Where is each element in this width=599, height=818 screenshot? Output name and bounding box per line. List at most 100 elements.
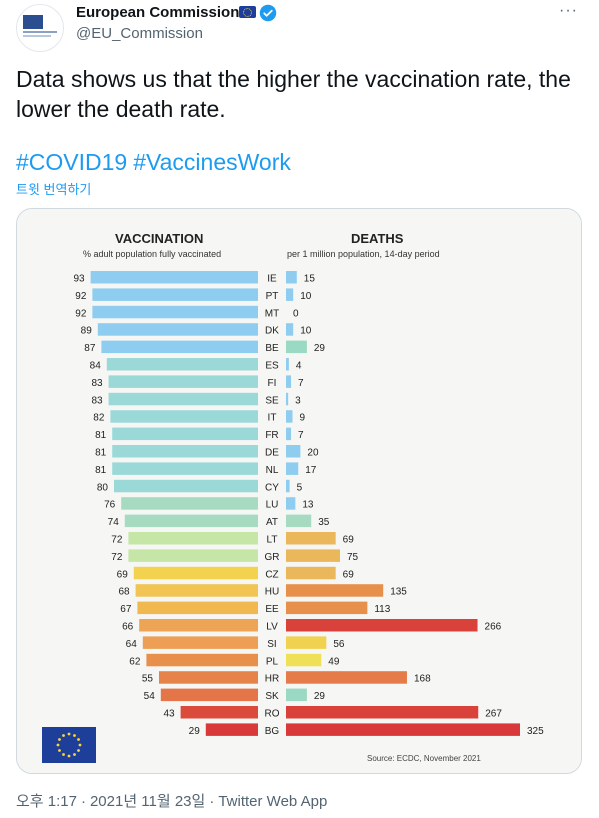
user-handle[interactable]: @EU_Commission bbox=[76, 25, 203, 42]
country-code-label: BE bbox=[265, 343, 279, 354]
country-code-label: HR bbox=[265, 674, 279, 685]
vaccination-value-label: 81 bbox=[95, 448, 107, 459]
country-code-label: LU bbox=[266, 500, 279, 511]
deaths-bar bbox=[286, 288, 294, 301]
deaths-value-label: 266 bbox=[485, 622, 502, 633]
translate-tweet-link[interactable]: 트윗 번역하기 bbox=[16, 182, 92, 197]
more-options-icon[interactable]: ··· bbox=[559, 2, 578, 19]
deaths-bar bbox=[286, 427, 292, 441]
deaths-value-label: 17 bbox=[305, 465, 317, 476]
country-code-label: FR bbox=[265, 430, 278, 441]
eu-flag-logo bbox=[42, 727, 96, 763]
vaccination-bar bbox=[137, 601, 258, 615]
vaccination-value-label: 80 bbox=[97, 482, 109, 493]
eu-flag-star bbox=[77, 749, 80, 752]
deaths-bar bbox=[286, 392, 289, 406]
hashtag-row: #COVID19 #VaccinesWork bbox=[16, 147, 297, 177]
hashtag-covid19[interactable]: #COVID19 bbox=[16, 149, 128, 175]
separator-2: · bbox=[209, 793, 215, 810]
vaccination-value-label: 43 bbox=[163, 709, 175, 720]
vaccination-value-label: 92 bbox=[75, 291, 87, 302]
vaccination-bar bbox=[92, 288, 259, 301]
vaccination-value-label: 92 bbox=[75, 308, 87, 319]
eu-flag-star bbox=[62, 734, 65, 737]
vaccination-bar bbox=[101, 340, 259, 354]
deaths-bar bbox=[286, 271, 297, 284]
country-code-label: RO bbox=[265, 709, 280, 720]
vaccination-bar bbox=[108, 375, 258, 388]
vaccination-value-label: 68 bbox=[118, 587, 130, 598]
deaths-value-label: 56 bbox=[333, 639, 345, 650]
vaccination-value-label: 72 bbox=[111, 552, 123, 563]
country-code-label: BG bbox=[265, 726, 280, 737]
eu-flag-star bbox=[58, 749, 61, 752]
vaccination-value-label: 62 bbox=[129, 656, 141, 667]
deaths-value-label: 267 bbox=[485, 709, 502, 720]
vaccination-value-label: 83 bbox=[91, 378, 103, 389]
vaccination-value-label: 84 bbox=[90, 361, 102, 372]
avatar-stripe-2 bbox=[23, 35, 51, 37]
eu-flag-star bbox=[67, 732, 71, 736]
deaths-bar bbox=[286, 497, 296, 510]
vaccination-bar bbox=[110, 410, 259, 423]
vaccination-value-label: 83 bbox=[91, 395, 103, 406]
deaths-bar bbox=[286, 479, 290, 493]
vaccination-value-label: 54 bbox=[144, 691, 156, 702]
country-code-label: PL bbox=[266, 656, 279, 667]
deaths-value-label: 29 bbox=[314, 343, 326, 354]
country-code-label: IT bbox=[268, 413, 277, 424]
deaths-bar bbox=[286, 340, 307, 354]
vaccination-bar bbox=[205, 723, 258, 736]
deaths-value-label: 35 bbox=[318, 517, 330, 528]
deaths-bar bbox=[286, 532, 336, 545]
deaths-value-label: 13 bbox=[302, 500, 314, 511]
vaccination-value-label: 81 bbox=[95, 430, 107, 441]
deaths-bar bbox=[286, 723, 520, 736]
eu-flag-star bbox=[78, 743, 82, 747]
country-code-label: MT bbox=[265, 308, 279, 319]
tweet-timestamp[interactable]: 오후 1:17 · 2021년 11월 23일 · Twitter Web App bbox=[16, 790, 331, 811]
vaccination-bar bbox=[128, 549, 258, 562]
country-code-label: GR bbox=[265, 552, 280, 563]
tweet-client[interactable]: Twitter Web App bbox=[218, 793, 328, 810]
avatar[interactable] bbox=[16, 4, 64, 52]
vaccination-bar bbox=[146, 653, 258, 667]
verified-badge-icon bbox=[259, 4, 277, 22]
vaccination-value-label: 89 bbox=[81, 326, 93, 337]
chart-source: Source: ECDC, November 2021 bbox=[367, 754, 481, 763]
tweet-image[interactable]: VACCINATION % adult population fully vac… bbox=[16, 208, 582, 774]
vaccination-bar bbox=[114, 479, 258, 493]
country-code-label: HU bbox=[265, 587, 279, 598]
deaths-value-label: 0 bbox=[293, 308, 299, 319]
vaccination-value-label: 55 bbox=[142, 674, 154, 685]
deaths-value-label: 15 bbox=[304, 274, 316, 285]
country-code-label: EE bbox=[265, 604, 279, 615]
tweet-text: Data shows us that the higher the vaccin… bbox=[16, 66, 571, 122]
vaccination-value-label: 64 bbox=[126, 639, 138, 650]
vaccination-value-label: 74 bbox=[108, 517, 120, 528]
deaths-bar bbox=[286, 584, 384, 597]
deaths-value-label: 49 bbox=[328, 656, 340, 667]
display-name[interactable]: European Commission bbox=[76, 4, 240, 21]
vaccination-bar bbox=[112, 427, 258, 441]
vaccination-deaths-chart: VACCINATION % adult population fully vac… bbox=[17, 209, 581, 773]
eu-flag-star bbox=[58, 738, 61, 741]
country-code-label: PT bbox=[266, 291, 279, 302]
vaccination-bar bbox=[112, 445, 258, 458]
deaths-bar bbox=[286, 566, 336, 580]
country-code-label: AT bbox=[266, 517, 278, 528]
vaccination-bar bbox=[124, 514, 258, 528]
vaccination-bar bbox=[135, 584, 258, 597]
country-code-label: NL bbox=[266, 465, 279, 476]
hashtag-vaccineswork[interactable]: #VaccinesWork bbox=[133, 149, 291, 175]
deaths-value-label: 75 bbox=[347, 552, 359, 563]
tweet-time: 오후 1:17 bbox=[16, 793, 77, 810]
deaths-value-label: 10 bbox=[300, 326, 312, 337]
deaths-bar bbox=[286, 323, 294, 336]
country-code-label: DK bbox=[265, 326, 279, 337]
deaths-value-label: 135 bbox=[390, 587, 407, 598]
vaccination-bar bbox=[139, 619, 258, 632]
vaccination-bar bbox=[92, 305, 259, 319]
vaccination-bar bbox=[108, 392, 258, 406]
vaccination-value-label: 76 bbox=[104, 500, 116, 511]
